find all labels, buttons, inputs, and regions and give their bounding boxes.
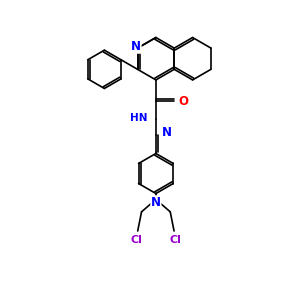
Text: N: N (151, 196, 161, 209)
Text: HN: HN (130, 113, 148, 123)
Text: Cl: Cl (130, 235, 142, 244)
Text: O: O (179, 94, 189, 108)
Text: Cl: Cl (169, 235, 181, 244)
Text: N: N (162, 126, 172, 139)
Text: N: N (131, 40, 141, 53)
